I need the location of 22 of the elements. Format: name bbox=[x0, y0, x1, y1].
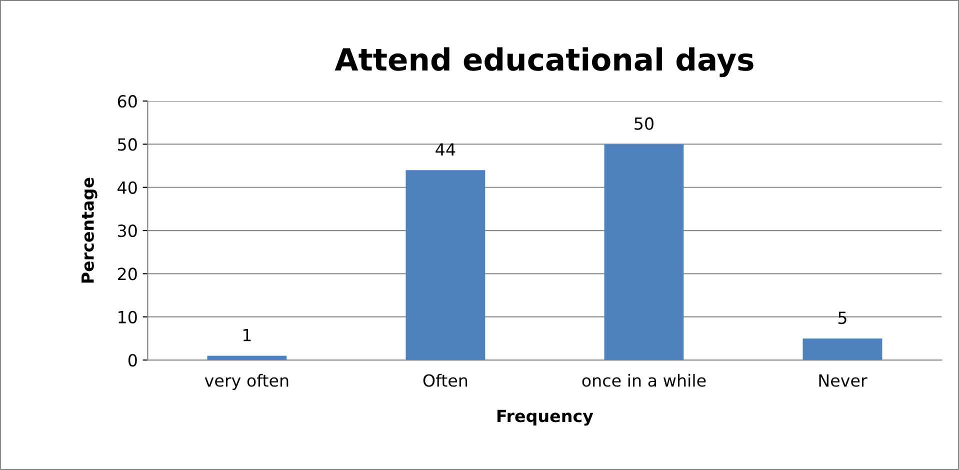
data-label: 5 bbox=[838, 312, 846, 324]
y-tick-label: 30 bbox=[118, 224, 137, 238]
bar bbox=[802, 338, 882, 360]
y-tick-label: 40 bbox=[118, 181, 137, 194]
x-tick-label: Never bbox=[819, 374, 868, 387]
data-label: 50 bbox=[634, 117, 654, 130]
x-tick-label: once in a while bbox=[582, 374, 706, 387]
chart-title: Attend educational days bbox=[334, 47, 754, 78]
y-tick-label: 10 bbox=[118, 310, 137, 324]
data-label: 44 bbox=[436, 143, 456, 156]
data-label: 1 bbox=[243, 328, 251, 342]
y-tick-label: 20 bbox=[118, 268, 137, 280]
x-tick-label: Often bbox=[423, 374, 468, 387]
bar bbox=[406, 170, 486, 360]
y-tick-label: 0 bbox=[128, 354, 137, 367]
y-axis-title: Percentage bbox=[82, 178, 98, 283]
bar bbox=[207, 356, 287, 360]
y-tick-label: 60 bbox=[118, 95, 137, 108]
x-tick-label: very often bbox=[204, 374, 288, 390]
x-axis-title: Frequency bbox=[497, 410, 594, 426]
bar bbox=[604, 144, 684, 360]
y-tick-label: 50 bbox=[118, 138, 137, 151]
